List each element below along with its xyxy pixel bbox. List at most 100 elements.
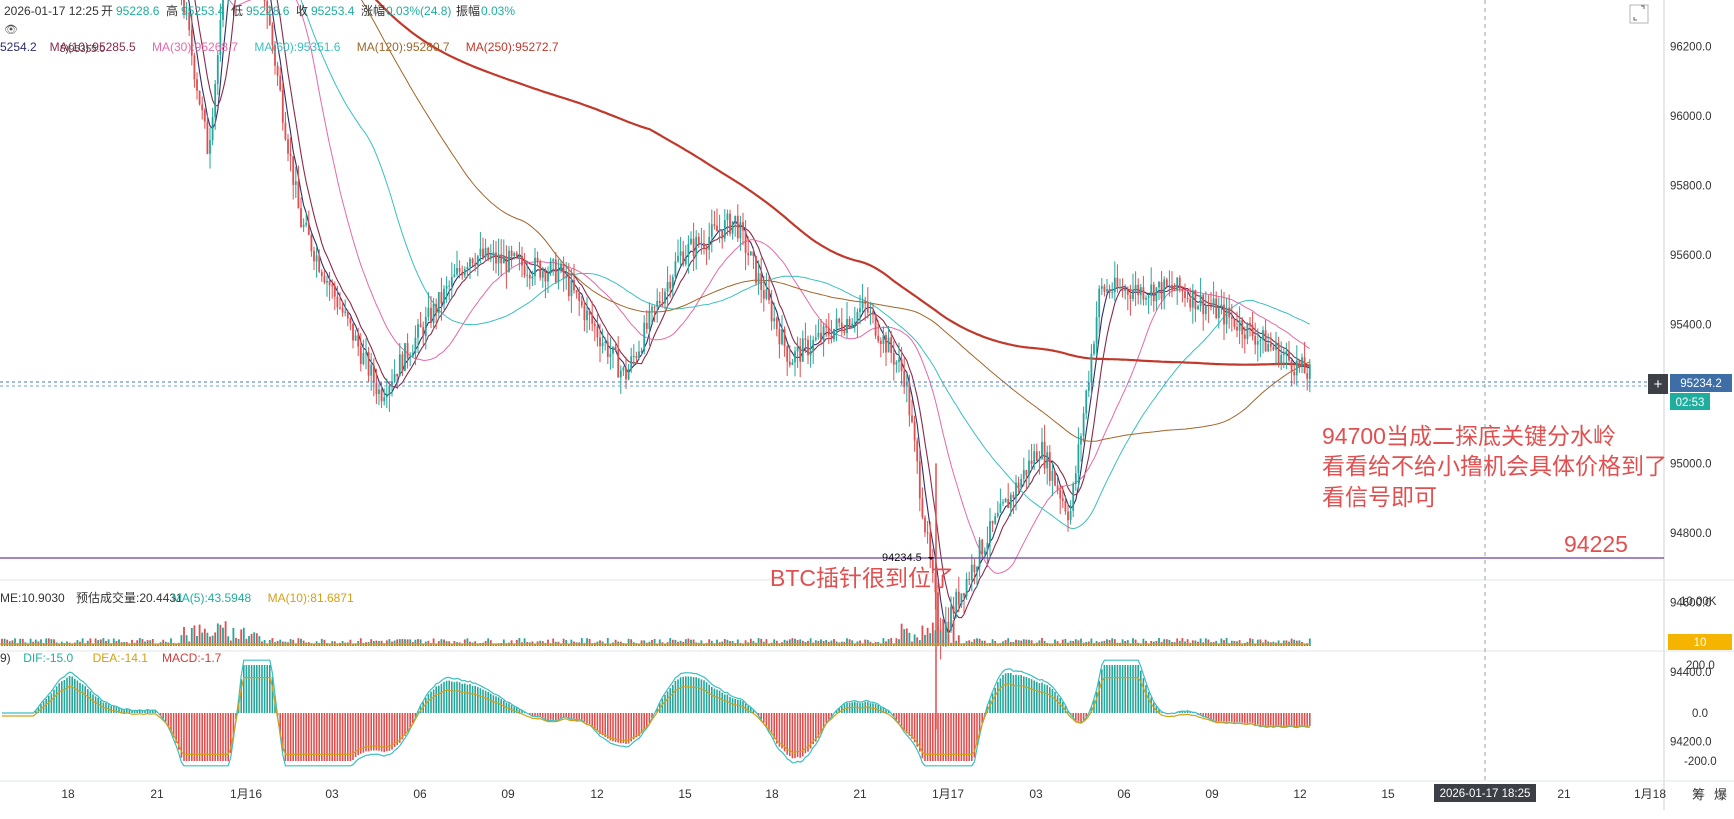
macd-histogram-bar <box>948 713 950 761</box>
candle-body <box>1306 373 1308 379</box>
volume-bar <box>243 628 245 646</box>
candle-body <box>1189 299 1191 308</box>
candle-body <box>1166 279 1168 286</box>
volume-bar <box>1205 638 1207 646</box>
liquidation-button[interactable]: 爆 <box>1714 787 1727 802</box>
macd-histogram-bar <box>482 690 484 713</box>
macd-histogram-bar <box>771 713 773 734</box>
macd-histogram-bar <box>732 698 734 713</box>
legend-entry: MA(120):95280.7 <box>357 40 450 54</box>
candle-body <box>760 273 762 290</box>
macd-histogram-bar <box>1031 679 1033 713</box>
volume-bar <box>792 638 794 646</box>
macd-histogram-bar <box>248 665 250 713</box>
macd-histogram-bar <box>565 713 567 717</box>
candle-body <box>734 216 736 222</box>
macd-histogram-bar <box>682 677 684 713</box>
volume-bar <box>799 639 801 646</box>
volume-bar <box>716 640 718 646</box>
volume-bar <box>1026 640 1028 646</box>
time-tick-label: 03 <box>1029 787 1043 801</box>
macd-histogram-bar <box>1309 713 1311 726</box>
volume-bar <box>539 641 541 646</box>
volume-bar <box>1039 640 1041 646</box>
macd-histogram-bar <box>797 713 799 757</box>
candle-body <box>357 335 359 346</box>
volume-bar <box>1111 638 1113 646</box>
macd-histogram-bar <box>880 707 882 713</box>
macd-histogram-bar <box>428 694 430 713</box>
candle-body <box>695 237 697 256</box>
candle-body <box>1093 344 1095 354</box>
macd-histogram-bar <box>1249 713 1251 723</box>
macd-histogram-bar <box>331 713 333 761</box>
volume-bar <box>1143 639 1145 646</box>
volume-bar <box>641 640 643 646</box>
candle-body <box>620 370 622 377</box>
time-tick-label: 21 <box>853 787 867 801</box>
volume-bar <box>396 639 398 646</box>
volume-bar <box>1091 639 1093 646</box>
high-label: 高 <box>166 3 178 18</box>
legend-entry: MA(30):95268.7 <box>152 40 238 54</box>
volume-bar <box>321 639 323 646</box>
volume-bar <box>77 640 79 646</box>
macd-histogram-bar <box>207 713 209 761</box>
macd-histogram-bar <box>740 700 742 713</box>
candle-body <box>1000 503 1002 512</box>
candle-body <box>547 273 549 281</box>
volume-bar <box>103 638 105 646</box>
macd-histogram-bar <box>298 713 300 761</box>
macd-histogram-bar <box>451 682 453 713</box>
volume-bar <box>152 639 154 646</box>
volume-bar <box>1299 640 1301 646</box>
volume-bar <box>487 638 489 646</box>
macd-histogram-bar <box>324 713 326 761</box>
candle-body <box>898 359 900 362</box>
chips-button[interactable]: 筹 <box>1692 787 1705 802</box>
macd-histogram-bar <box>607 713 609 739</box>
candle-body <box>446 286 448 289</box>
macd-histogram-bar <box>680 677 682 713</box>
candle-body <box>789 362 791 365</box>
macd-histogram-bar <box>1205 713 1207 717</box>
plus-icon[interactable]: + <box>1654 376 1663 393</box>
volume-bar <box>1007 638 1009 646</box>
candle-body <box>425 317 427 336</box>
macd-histogram-bar <box>1005 673 1007 713</box>
macd-histogram-bar <box>721 693 723 713</box>
candle-body <box>732 221 734 233</box>
macd-histogram-bar <box>1075 713 1077 721</box>
candle-body <box>1088 382 1090 390</box>
volume-bar <box>279 640 281 646</box>
change-value: 0.03%(24.8) <box>386 4 451 18</box>
macd-histogram-bar <box>95 696 97 713</box>
candle-body <box>828 328 830 336</box>
eye-icon[interactable]: 👁 <box>4 24 18 36</box>
macd-histogram-bar <box>1267 713 1269 726</box>
macd-histogram-bar <box>633 713 635 739</box>
macd-histogram-bar <box>490 694 492 713</box>
macd-histogram-bar <box>584 713 586 722</box>
macd-histogram-bar <box>194 713 196 761</box>
macd-histogram-bar <box>1236 713 1238 722</box>
volume-bar <box>1109 640 1111 646</box>
candle-body <box>633 356 635 357</box>
volume-bar <box>1309 639 1311 646</box>
volume-bar <box>147 640 149 646</box>
candle-body <box>625 368 627 380</box>
volume-bar <box>922 626 924 646</box>
candle-body <box>318 255 320 271</box>
candle-body <box>376 383 378 395</box>
candle-body <box>344 311 346 312</box>
macd-histogram-bar <box>357 713 359 755</box>
candle-body <box>503 256 505 263</box>
fullscreen-icon[interactable] <box>1630 5 1648 23</box>
volume-bar <box>1195 641 1197 646</box>
macd-histogram-bar <box>1283 713 1285 726</box>
macd-histogram-bar <box>555 713 557 720</box>
macd-histogram-bar <box>389 713 391 751</box>
candle-body <box>1013 495 1015 498</box>
volume-bar <box>981 641 983 646</box>
